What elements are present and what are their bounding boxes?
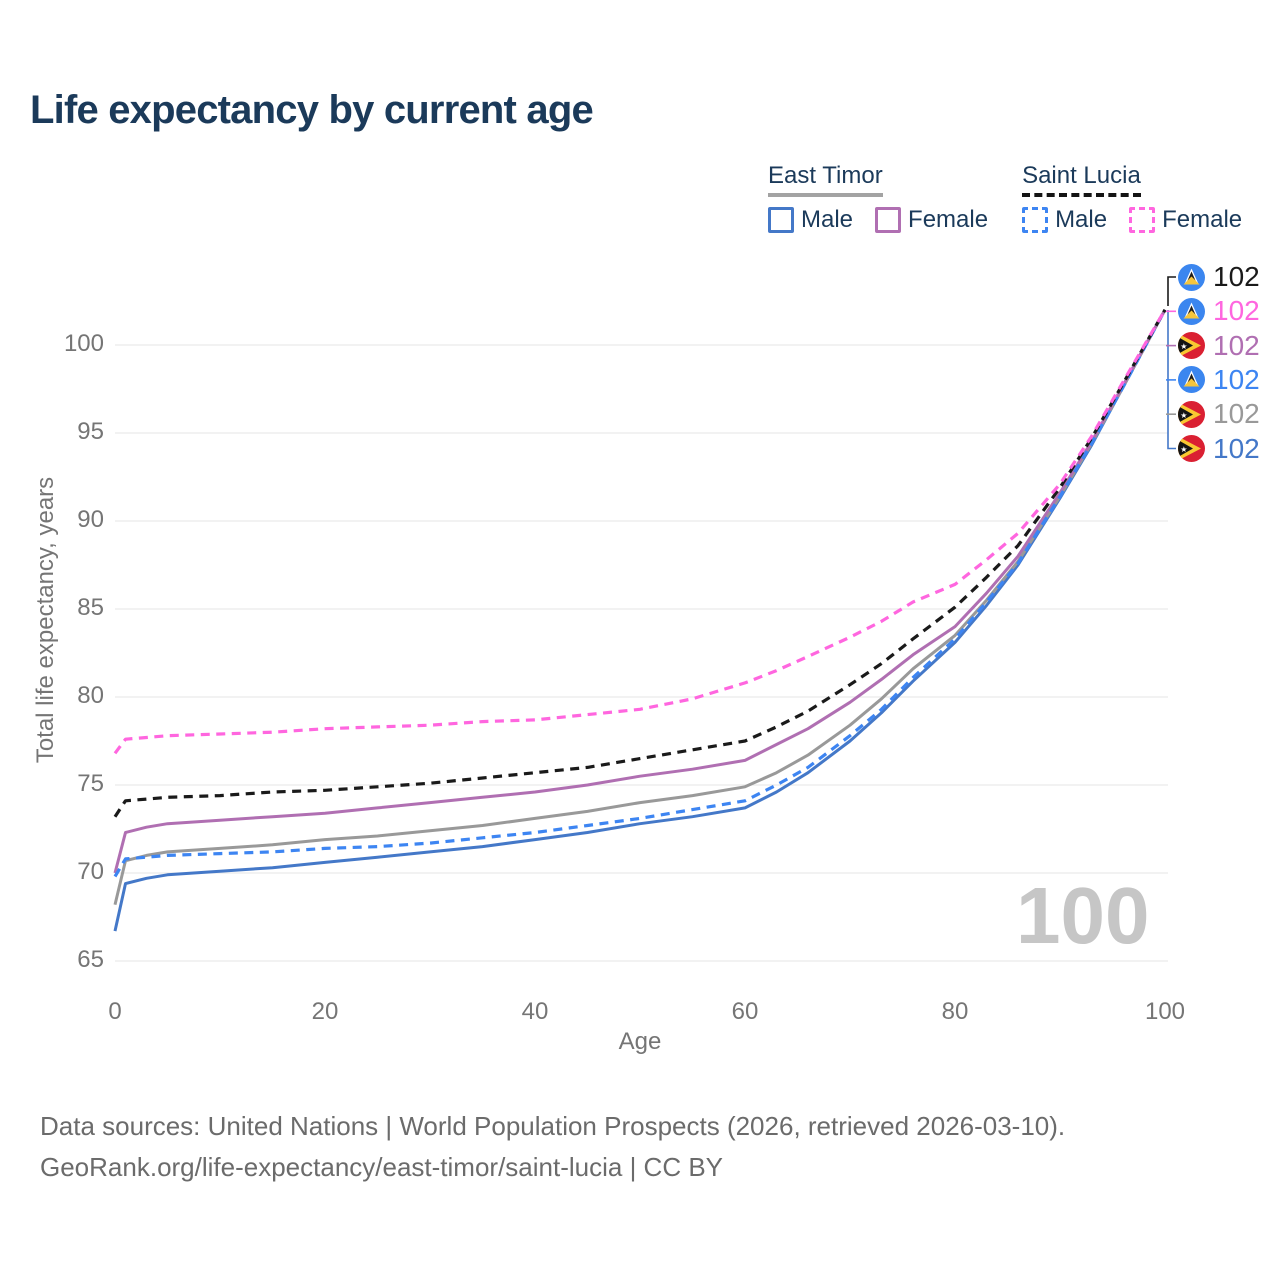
footer: Data sources: United Nations | World Pop… — [40, 1106, 1065, 1188]
y-tick-label: 70 — [77, 858, 104, 885]
legend-item-east-timor-male[interactable]: Male — [768, 206, 853, 234]
x-tick-label: 0 — [108, 998, 122, 1025]
x-axis-title: Age — [618, 1028, 662, 1055]
legend-items-east-timor: Male Female — [768, 206, 988, 234]
svg-text:★: ★ — [1180, 410, 1187, 419]
legend-item-label: Male — [1055, 206, 1108, 233]
legend-item-label: Male — [801, 206, 854, 233]
x-tick-label: 60 — [731, 998, 759, 1025]
east-timor-line-style-key — [768, 193, 883, 197]
east-timor-flag-icon: ★ — [1178, 400, 1205, 428]
series-end-label-saint-lucia-female: 102 — [1178, 297, 1260, 325]
saint-lucia-line-style-key — [1022, 193, 1141, 197]
series-end-label-saint-lucia-total: 102 — [1178, 263, 1260, 291]
x-tick-label: 20 — [311, 998, 339, 1025]
legend-group-saint-lucia-title-wrap: Saint Lucia — [1022, 162, 1141, 197]
saint-lucia-flag-icon — [1178, 297, 1205, 325]
end-value-label: 102 — [1213, 432, 1260, 464]
y-axis-title: Total life expectancy, years — [32, 476, 59, 764]
series-end-label-east-timor-male: ★ 102 — [1178, 432, 1260, 464]
legend-item-saint-lucia-male[interactable]: Male — [1022, 206, 1107, 234]
series-line-saint-lucia-total — [113, 309, 1167, 818]
end-label-connector — [1167, 310, 1176, 450]
legend-item-saint-lucia-female[interactable]: Female — [1129, 206, 1242, 234]
series-line-east-timor-female — [113, 309, 1167, 874]
y-tick-label: 85 — [77, 594, 104, 621]
legend-items-saint-lucia: Male Female — [1022, 206, 1242, 234]
x-tick-label: 40 — [521, 998, 549, 1025]
y-tick-label: 75 — [77, 770, 104, 797]
saint-lucia-female-swatch-icon — [1129, 207, 1156, 233]
east-timor-flag-icon: ★ — [1178, 332, 1205, 360]
series-line-saint-lucia-male — [113, 309, 1167, 878]
x-tick-label: 80 — [941, 998, 969, 1025]
y-tick-label: 80 — [77, 682, 104, 709]
end-value-label: 102 — [1213, 398, 1260, 430]
end-value-label: 102 — [1213, 295, 1260, 327]
series-end-label-east-timor-total: ★ 102 — [1178, 400, 1260, 428]
age-counter-watermark: 100 — [1016, 871, 1150, 960]
series-end-label-east-timor-female: ★ 102 — [1178, 329, 1260, 361]
end-value-label: 102 — [1213, 329, 1260, 361]
legend-item-label: Female — [1162, 206, 1243, 233]
east-timor-male-swatch-icon — [768, 207, 794, 233]
legend-item-label: Female — [908, 206, 989, 233]
east-timor-female-swatch-icon — [875, 207, 902, 233]
y-tick-label: 65 — [77, 946, 104, 973]
series-end-label-saint-lucia-male: 102 — [1178, 363, 1260, 395]
legend-group-east-timor-title-wrap: East Timor — [768, 162, 883, 197]
legend-item-east-timor-female[interactable]: Female — [875, 206, 988, 234]
saint-lucia-male-swatch-icon — [1022, 207, 1049, 233]
y-tick-label: 90 — [77, 506, 104, 533]
legend-group-east-timor: East Timor Male Female — [768, 162, 988, 234]
x-tick-label: 100 — [1144, 998, 1186, 1025]
footer-attribution: GeoRank.org/life-expectancy/east-timor/s… — [40, 1152, 724, 1182]
end-label-connector — [1167, 276, 1176, 306]
y-tick-label: 95 — [77, 418, 104, 445]
saint-lucia-flag-icon — [1178, 366, 1205, 394]
series-line-saint-lucia-female — [113, 308, 1167, 755]
legend: East Timor Male Female Saint Lucia — [768, 162, 1242, 234]
east-timor-flag-icon: ★ — [1178, 435, 1205, 462]
legend-group-east-timor-title: East Timor — [768, 162, 883, 189]
legend-group-saint-lucia: Saint Lucia Male Female — [1022, 162, 1242, 234]
legend-group-saint-lucia-title: Saint Lucia — [1022, 162, 1141, 189]
end-value-label: 102 — [1213, 261, 1260, 292]
svg-text:★: ★ — [1180, 342, 1187, 351]
y-tick-label: 100 — [63, 330, 104, 357]
end-value-label: 102 — [1213, 363, 1260, 395]
series-line-east-timor-male — [113, 309, 1167, 932]
page-title: Life expectancy by current age — [30, 88, 594, 132]
footer-data-sources: Data sources: United Nations | World Pop… — [40, 1111, 1066, 1141]
saint-lucia-flag-icon — [1178, 263, 1205, 291]
svg-text:★: ★ — [1180, 445, 1187, 454]
